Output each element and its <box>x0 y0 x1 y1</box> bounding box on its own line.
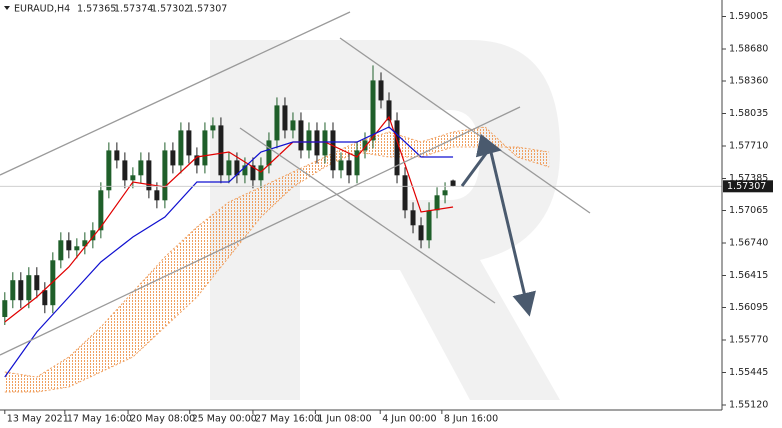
candle-body <box>442 190 448 196</box>
y-tick-label: 1.55770 <box>729 335 768 346</box>
candle-body <box>74 246 80 251</box>
x-tick-label: 13 May 2021 <box>7 414 69 425</box>
candle-body <box>290 120 296 131</box>
candle-body <box>338 160 344 171</box>
candle-body <box>450 180 456 187</box>
ohlc-high: 1.57374 <box>114 4 153 15</box>
forecast-arrow <box>460 133 536 317</box>
x-tick-label: 20 May 08:00 <box>130 414 195 425</box>
candle-body <box>250 165 256 181</box>
candle-body <box>170 150 176 166</box>
price-tag <box>723 180 773 193</box>
candle-body <box>122 160 128 181</box>
y-tick-label: 1.58680 <box>729 44 768 55</box>
y-tick-label: 1.55120 <box>729 400 768 411</box>
candle-body <box>354 150 360 176</box>
candle-body <box>298 120 304 151</box>
candle-body <box>82 240 88 247</box>
candle-body <box>306 130 312 151</box>
ichimoku-cloud <box>4 127 550 392</box>
candle-body <box>362 140 368 151</box>
candle-body <box>410 210 416 226</box>
candle-body <box>58 240 64 261</box>
channel-line <box>0 11 351 176</box>
candle-body <box>42 290 48 306</box>
y-tick-label: 1.56415 <box>729 270 768 281</box>
candle-body <box>66 240 72 251</box>
candle-body <box>322 130 328 156</box>
y-tick-label: 1.56095 <box>729 302 768 313</box>
channel-line <box>239 127 496 304</box>
candle-body <box>202 130 208 166</box>
candle-body <box>130 175 136 181</box>
drawings <box>0 11 591 356</box>
candle-body <box>274 105 280 141</box>
candle-body <box>218 125 224 176</box>
x-tick-label: 25 May 00:00 <box>192 414 257 425</box>
y-tick-label: 1.57065 <box>729 205 768 216</box>
ohlc-open: 1.57365 <box>77 4 116 15</box>
y-tick-label: 1.59005 <box>729 11 768 22</box>
symbol: EURAUD,H4 <box>14 4 70 15</box>
plot-layer <box>0 65 722 393</box>
candle-body <box>282 105 288 131</box>
menu-triangle <box>4 6 10 10</box>
x-tick-label: 8 Jun 16:00 <box>444 414 498 425</box>
candle-body <box>394 120 400 176</box>
candle-body <box>194 155 200 166</box>
y-tick-label: 1.55445 <box>729 367 768 378</box>
cloud-span <box>4 126 550 378</box>
candle-body <box>426 210 432 241</box>
x-tick-label: 17 May 16:00 <box>67 414 132 425</box>
candle-body <box>346 160 352 176</box>
candle-body <box>242 165 248 176</box>
candle-body <box>226 160 232 176</box>
candle-body <box>402 175 408 211</box>
candle-body <box>26 275 32 301</box>
candle-body <box>210 125 216 131</box>
candle-body <box>98 190 104 231</box>
candle-body <box>178 130 184 166</box>
x-tick-label: 1 Jun 08:00 <box>317 414 371 425</box>
candle-body <box>138 160 144 176</box>
x-tick-label: 4 Jun 00:00 <box>382 414 436 425</box>
candle-body <box>90 230 96 241</box>
indicator-line <box>4 115 454 323</box>
candle-body <box>378 80 384 101</box>
candle-body <box>34 275 40 291</box>
candle-body <box>330 130 336 171</box>
y-tick-label: 1.56740 <box>729 238 768 249</box>
candle-body <box>154 190 160 201</box>
channel-line <box>0 106 521 356</box>
candle-body <box>266 140 272 166</box>
candle-body <box>106 150 112 191</box>
y-tick-label: 1.57710 <box>729 141 768 152</box>
candle-body <box>114 150 120 161</box>
candle-body <box>234 160 240 176</box>
price-tag-label: 1.57307 <box>727 181 766 192</box>
candle-body <box>434 195 440 211</box>
y-tick-label: 1.58035 <box>729 108 768 119</box>
candle-body <box>162 150 168 201</box>
y-tick-label: 1.57385 <box>729 173 768 184</box>
y-tick-label: 1.58360 <box>729 76 768 87</box>
ohlc-close: 1.57307 <box>188 4 227 15</box>
candle-body <box>258 165 264 181</box>
candle-body <box>146 160 152 191</box>
candle-body <box>10 280 16 301</box>
channel-line <box>339 37 591 214</box>
candle-body <box>2 300 8 317</box>
indicator-line <box>4 126 454 378</box>
candle-body <box>418 225 424 241</box>
ohlc-low: 1.57302 <box>151 4 190 15</box>
candle-body <box>370 80 376 141</box>
candle-body <box>18 280 24 301</box>
watermark <box>210 40 560 400</box>
candle-body <box>386 100 392 121</box>
x-tick-label: 27 May 16:00 <box>255 414 320 425</box>
candle-body <box>186 130 192 156</box>
cloud-span <box>4 146 550 393</box>
candle-body <box>314 130 320 156</box>
